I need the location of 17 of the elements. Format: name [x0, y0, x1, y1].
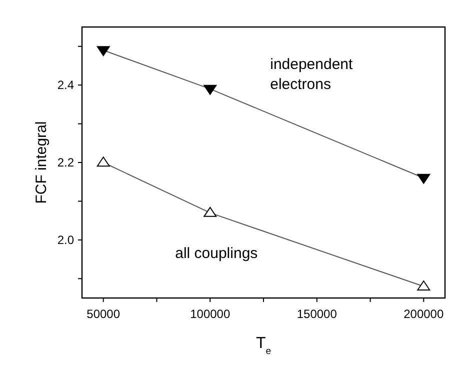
x-tick-label: 100000 [190, 307, 230, 321]
x-tick-label: 150000 [296, 307, 338, 321]
x-tick-label: 50000 [86, 307, 120, 321]
y-axis-title: FCF integral [33, 121, 50, 204]
point [96, 156, 110, 167]
series-label: independent electrons [270, 56, 354, 93]
point [96, 46, 110, 56]
point [204, 84, 217, 95]
y-tick-label: 2.2 [57, 156, 74, 170]
x-tick-label: 200000 [404, 307, 444, 321]
point [204, 206, 217, 217]
y-tick-label: 2.0 [57, 232, 74, 247]
x-axis-title: T$_{e}$ [256, 335, 272, 356]
point [417, 280, 430, 290]
y-tick-label: 2.4 [57, 78, 74, 92]
point [417, 174, 430, 184]
series-label: all couplings [175, 244, 258, 262]
